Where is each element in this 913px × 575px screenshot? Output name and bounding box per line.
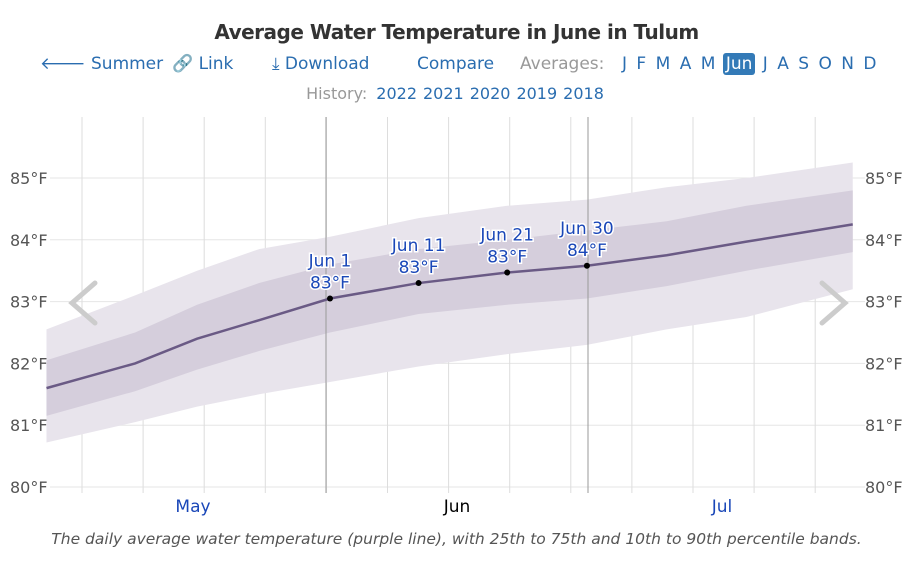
download-button[interactable]: ⤓ Download: [272, 54, 369, 74]
y-tick-label-left: 83°F: [10, 293, 48, 312]
month-7[interactable]: A: [777, 54, 789, 74]
y-tick-label-left: 84°F: [10, 231, 48, 250]
history-year-2019[interactable]: 2019: [516, 84, 558, 103]
link-icon: 🔗: [172, 54, 194, 74]
y-tick-label-right: 80°F: [865, 478, 903, 497]
month-11[interactable]: D: [863, 54, 877, 74]
y-tick-label-left: 80°F: [10, 478, 48, 497]
month-4[interactable]: M: [700, 54, 716, 74]
link-label: Link: [198, 54, 234, 74]
annotation-point: [504, 269, 511, 276]
annotation-date: Jun 21: [479, 226, 534, 246]
compare-link[interactable]: Compare: [417, 54, 495, 74]
history-year-2022[interactable]: 2022: [376, 84, 417, 103]
annotation-date: Jun 1: [308, 252, 352, 272]
x-month-label: Jun: [443, 497, 471, 517]
download-icon: ⤓: [272, 54, 280, 74]
month-1[interactable]: F: [636, 54, 647, 74]
y-tick-label-right: 81°F: [865, 416, 903, 435]
summer-link[interactable]: 🡐 Summer: [40, 54, 163, 74]
band-25-75: [46, 190, 853, 416]
annotation-date: Jun 30: [559, 219, 614, 239]
x-month-label: May: [175, 497, 210, 517]
summer-label: Summer: [91, 54, 164, 74]
nav-bar: 🡐 Summer 🔗 Link ⤓ Download Compare Avera…: [0, 53, 913, 78]
chevron-right-icon[interactable]: [819, 280, 849, 326]
annotation-point: [327, 295, 333, 302]
temperature-chart: 80°F 80°F 81°F 81°F 82°F 82°F 83°F 83°F 84°F 84°F…: [10, 117, 903, 517]
annotation-value: 83°F: [399, 258, 439, 278]
history-year-2018[interactable]: 2018: [563, 84, 604, 103]
annotation-point: [583, 262, 590, 269]
y-tick-label-left: 85°F: [10, 169, 48, 188]
month-selector: J F M A M Jun J A S O N D: [620, 53, 878, 75]
history-year-2020[interactable]: 2020: [469, 84, 511, 103]
annotation-value: 84°F: [567, 241, 607, 261]
y-tick-label-left: 82°F: [10, 354, 48, 373]
x-month-label: Jul: [711, 497, 733, 517]
history-year-2021[interactable]: 2021: [423, 84, 464, 103]
history-bar: History: 2022 2021 2020 2019 2018: [0, 84, 913, 103]
averages-label: Averages:: [520, 54, 605, 74]
y-tick-label-right: 85°F: [865, 169, 903, 188]
annotation-date: Jun 11: [391, 236, 446, 256]
y-tick-label-right: 84°F: [865, 231, 903, 250]
y-tick-label-right: 83°F: [865, 293, 903, 312]
chart-caption: The daily average water temperature (pur…: [51, 530, 862, 548]
month-10[interactable]: N: [841, 54, 854, 74]
month-3[interactable]: A: [679, 54, 692, 74]
month-2[interactable]: M: [655, 54, 671, 74]
y-tick-label-right: 82°F: [865, 354, 903, 373]
month-5[interactable]: Jun: [722, 53, 756, 75]
annotation-value: 83°F: [487, 248, 527, 268]
download-label: Download: [284, 54, 370, 74]
arrow-left-icon: 🡐: [40, 54, 86, 74]
history-label: History:: [306, 84, 368, 103]
chevron-left-icon[interactable]: [68, 280, 98, 326]
annotation-value: 83°F: [310, 274, 350, 294]
month-9[interactable]: O: [818, 54, 832, 74]
page-title: Average Water Temperature in June in Tul…: [214, 20, 699, 44]
y-tick-label-left: 81°F: [10, 416, 48, 435]
link-button[interactable]: 🔗 Link: [172, 54, 233, 74]
annotation-point: [415, 280, 422, 287]
month-8[interactable]: S: [798, 54, 810, 74]
month-0[interactable]: J: [622, 54, 628, 74]
month-6[interactable]: J: [762, 54, 768, 74]
